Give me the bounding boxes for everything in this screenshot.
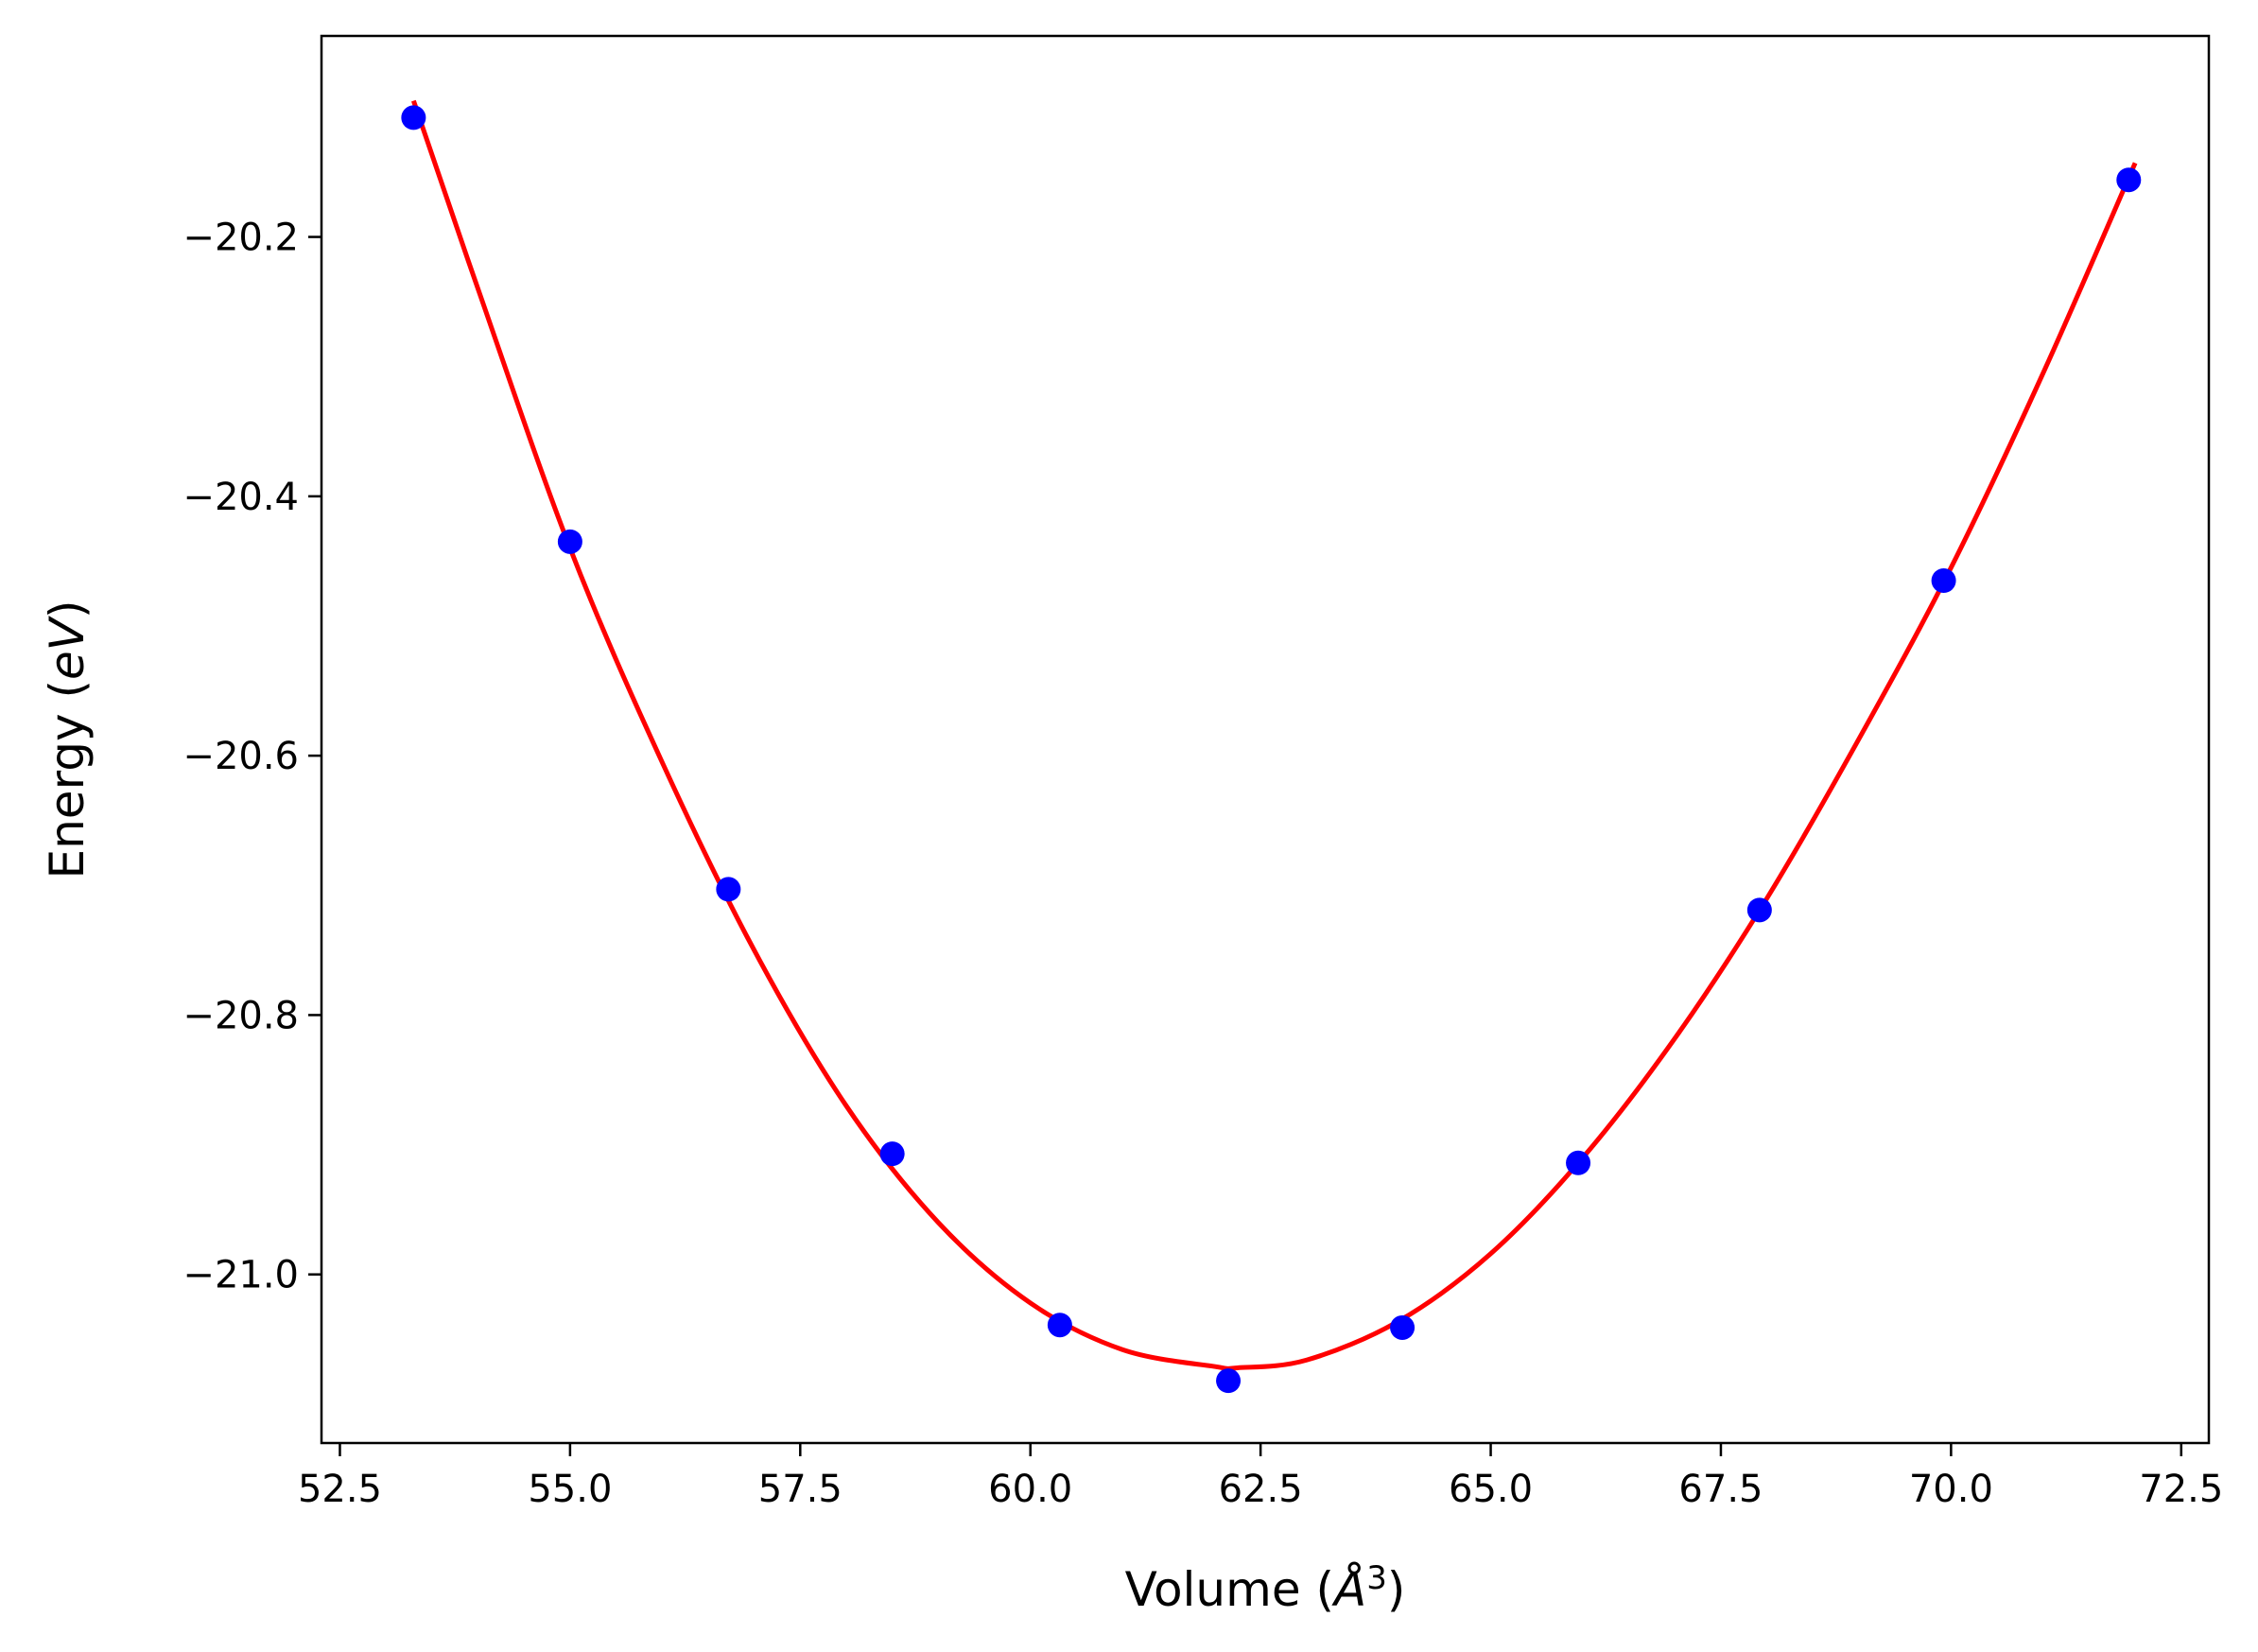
data-point bbox=[1216, 1368, 1242, 1394]
x-axis-label-main: Volume ( bbox=[1125, 1562, 1334, 1617]
x-tick-label: 67.5 bbox=[1678, 1468, 1763, 1511]
x-tick-label: 65.0 bbox=[1449, 1468, 1533, 1511]
y-axis-label: Energy (eV) bbox=[40, 600, 95, 879]
data-point bbox=[1390, 1314, 1416, 1340]
y-tick-label: −20.4 bbox=[182, 476, 299, 519]
y-tick-label: −20.6 bbox=[182, 735, 299, 778]
x-axis-label-unit: Å bbox=[1331, 1562, 1366, 1617]
x-tick-label: 55.0 bbox=[528, 1468, 612, 1511]
data-points bbox=[401, 105, 2142, 1394]
y-axis-label-main: Energy ( bbox=[40, 680, 95, 878]
data-point bbox=[1566, 1150, 1591, 1175]
x-axis-ticks: 52.5 55.0 57.5 60.0 62.5 65.0 67.5 70.0 72.5 bbox=[298, 1443, 2223, 1511]
y-tick-label: −20.8 bbox=[182, 994, 299, 1037]
data-point bbox=[879, 1141, 905, 1167]
data-point bbox=[2116, 167, 2142, 193]
y-axis-ticks: −21.0 −20.8 −20.6 −20.4 −20.2 bbox=[182, 217, 321, 1297]
data-point bbox=[1047, 1313, 1072, 1338]
x-axis-label: Volume (Å3) bbox=[1125, 1559, 1406, 1617]
y-axis-label-close: ) bbox=[40, 600, 95, 619]
plot-frame bbox=[320, 34, 2211, 1445]
plot-area bbox=[401, 99, 2142, 1394]
x-tick-label: 57.5 bbox=[758, 1468, 842, 1511]
data-point bbox=[401, 105, 426, 130]
x-axis-label-close: ) bbox=[1387, 1562, 1406, 1617]
x-tick-label: 62.5 bbox=[1219, 1468, 1303, 1511]
y-axis-label-unit: eV bbox=[40, 615, 95, 680]
data-point bbox=[557, 529, 582, 554]
data-point bbox=[1746, 897, 1772, 923]
x-tick-label: 70.0 bbox=[1909, 1468, 1993, 1511]
data-point bbox=[1931, 568, 1956, 593]
fit-curve-line bbox=[411, 99, 2138, 1371]
x-axis-label-exponent: 3 bbox=[1366, 1559, 1387, 1597]
y-tick-label: −20.2 bbox=[182, 217, 299, 260]
x-tick-label: 52.5 bbox=[298, 1468, 382, 1511]
x-tick-label: 72.5 bbox=[2139, 1468, 2223, 1511]
x-tick-label: 60.0 bbox=[988, 1468, 1072, 1511]
data-point bbox=[716, 877, 741, 902]
y-tick-label: −21.0 bbox=[182, 1254, 299, 1297]
